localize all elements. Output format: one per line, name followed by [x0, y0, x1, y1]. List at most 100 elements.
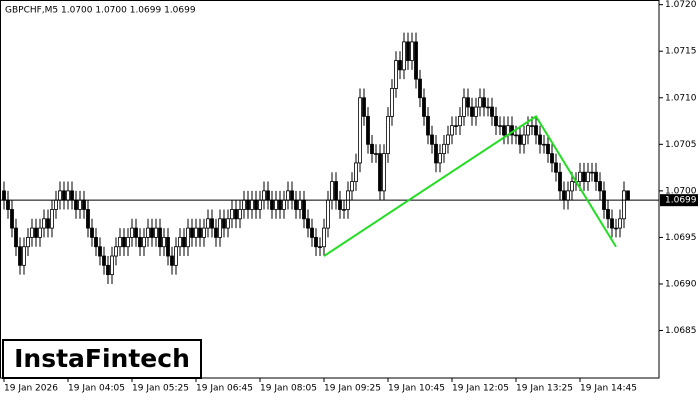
- x-tick-label: 19 Jan 04:05: [68, 384, 125, 394]
- candle-body: [518, 134, 522, 145]
- candle-body: [458, 115, 462, 127]
- candle-body: [398, 60, 402, 71]
- candle-body: [238, 209, 242, 220]
- candle-body: [318, 246, 322, 248]
- candle-body: [490, 106, 494, 117]
- candle-body: [206, 218, 210, 229]
- logo-box: [2, 339, 202, 379]
- candle-body: [402, 41, 406, 71]
- candle-body: [434, 143, 438, 164]
- candle-body: [102, 255, 106, 266]
- candle-body: [250, 199, 254, 210]
- y-tick-label: 1.0690: [665, 279, 697, 289]
- price-label: 1.0699: [665, 196, 697, 206]
- candle-body: [38, 227, 42, 238]
- candle-body: [366, 115, 370, 145]
- candle-body: [94, 237, 98, 248]
- candle-body: [262, 190, 266, 201]
- candle-body: [30, 227, 34, 238]
- candle-body: [118, 237, 122, 248]
- logo: InstaFintech: [14, 344, 190, 373]
- candle-body: [202, 227, 206, 238]
- candle-body: [246, 199, 250, 210]
- y-tick-label: 1.0685: [665, 326, 697, 336]
- y-tick-label: 1.0700: [665, 186, 697, 196]
- candle-body: [606, 209, 610, 220]
- candle-body: [310, 227, 314, 238]
- candle-body: [482, 97, 486, 108]
- candle-body: [614, 227, 618, 230]
- candle-body: [194, 227, 198, 238]
- candle-body: [218, 218, 222, 238]
- candle-body: [138, 237, 142, 248]
- candle-body: [6, 199, 10, 210]
- candle-body: [370, 143, 374, 155]
- candle-body: [158, 227, 162, 248]
- candle-body: [210, 218, 214, 229]
- y-tick-label: 1.0715: [665, 47, 697, 57]
- candle-body: [502, 125, 506, 136]
- candle-body: [230, 209, 234, 220]
- candle-body: [498, 125, 502, 127]
- candle-body: [322, 227, 326, 248]
- candle-body: [18, 246, 22, 266]
- candle-body: [542, 143, 546, 146]
- candle-body: [14, 227, 18, 248]
- candle-body: [146, 227, 150, 238]
- candle-body: [70, 190, 74, 201]
- x-tick-label: 19 Jan 2026: [4, 384, 58, 394]
- candle-body: [422, 97, 426, 117]
- candle-body: [550, 153, 554, 164]
- candle-body: [374, 153, 378, 155]
- candle-body: [450, 125, 454, 136]
- candle-body: [302, 199, 306, 220]
- candle-body: [410, 41, 414, 61]
- candle-body: [46, 218, 50, 229]
- candle-body: [558, 171, 562, 192]
- candle-body: [438, 153, 442, 164]
- candle-body: [214, 227, 218, 238]
- candle-body: [54, 199, 58, 210]
- candle-body: [454, 125, 458, 127]
- candle-body: [114, 246, 118, 257]
- candle-body: [294, 199, 298, 210]
- candle-body: [382, 153, 386, 192]
- candle-body: [182, 237, 186, 248]
- candle-body: [522, 134, 526, 145]
- candle-body: [82, 199, 86, 210]
- candle-body: [418, 78, 422, 99]
- chart-title: GBPCHF,M5 1.0700 1.0700 1.0699 1.0699: [5, 6, 196, 16]
- candle-body: [582, 171, 586, 182]
- candle-body: [390, 88, 394, 117]
- x-tick-label: 19 Jan 06:45: [196, 384, 253, 394]
- plot: [2, 32, 630, 284]
- candle-body: [2, 190, 6, 201]
- x-tick-label: 19 Jan 10:45: [388, 384, 445, 394]
- candle-body: [354, 162, 358, 182]
- candle-body: [610, 218, 614, 229]
- y-tick-label: 1.0695: [665, 233, 697, 243]
- pattern-line: [323, 114, 617, 257]
- candle-body: [426, 115, 430, 136]
- candle-body: [622, 190, 626, 220]
- candle-body: [154, 227, 158, 238]
- candle-body: [190, 227, 194, 238]
- x-tick-label: 19 Jan 12:05: [452, 384, 509, 394]
- y-tick-label: 1.0710: [665, 93, 697, 103]
- candle-body: [362, 97, 366, 117]
- candle-body: [466, 97, 470, 108]
- candle-body: [90, 227, 94, 238]
- candle-body: [562, 190, 566, 201]
- candle-body: [78, 199, 82, 210]
- candle-body: [26, 237, 30, 248]
- candle-body: [266, 190, 270, 201]
- candle-body: [462, 97, 466, 117]
- candle-body: [514, 134, 518, 137]
- candle-body: [254, 199, 258, 210]
- candle-body: [22, 246, 26, 266]
- candle-body: [590, 171, 594, 174]
- candle-body: [198, 227, 202, 238]
- candle-body: [134, 227, 138, 238]
- candle-body: [334, 181, 338, 201]
- candle-body: [278, 199, 282, 210]
